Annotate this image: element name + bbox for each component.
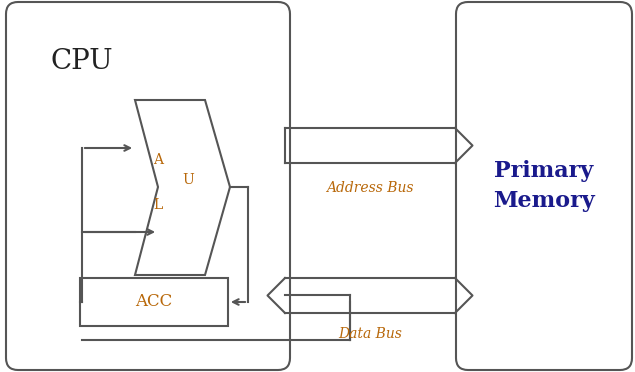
- Text: U: U: [182, 173, 194, 187]
- Text: Data Bus: Data Bus: [338, 327, 402, 341]
- Text: ACC: ACC: [135, 294, 173, 311]
- FancyBboxPatch shape: [80, 278, 228, 326]
- Text: A: A: [153, 153, 163, 167]
- FancyBboxPatch shape: [6, 2, 290, 370]
- Text: Primary
Memory: Primary Memory: [493, 160, 595, 212]
- Text: L: L: [154, 198, 163, 212]
- FancyBboxPatch shape: [456, 2, 632, 370]
- Text: CPU: CPU: [50, 48, 112, 75]
- Text: Address Bus: Address Bus: [326, 181, 414, 195]
- Polygon shape: [135, 100, 230, 275]
